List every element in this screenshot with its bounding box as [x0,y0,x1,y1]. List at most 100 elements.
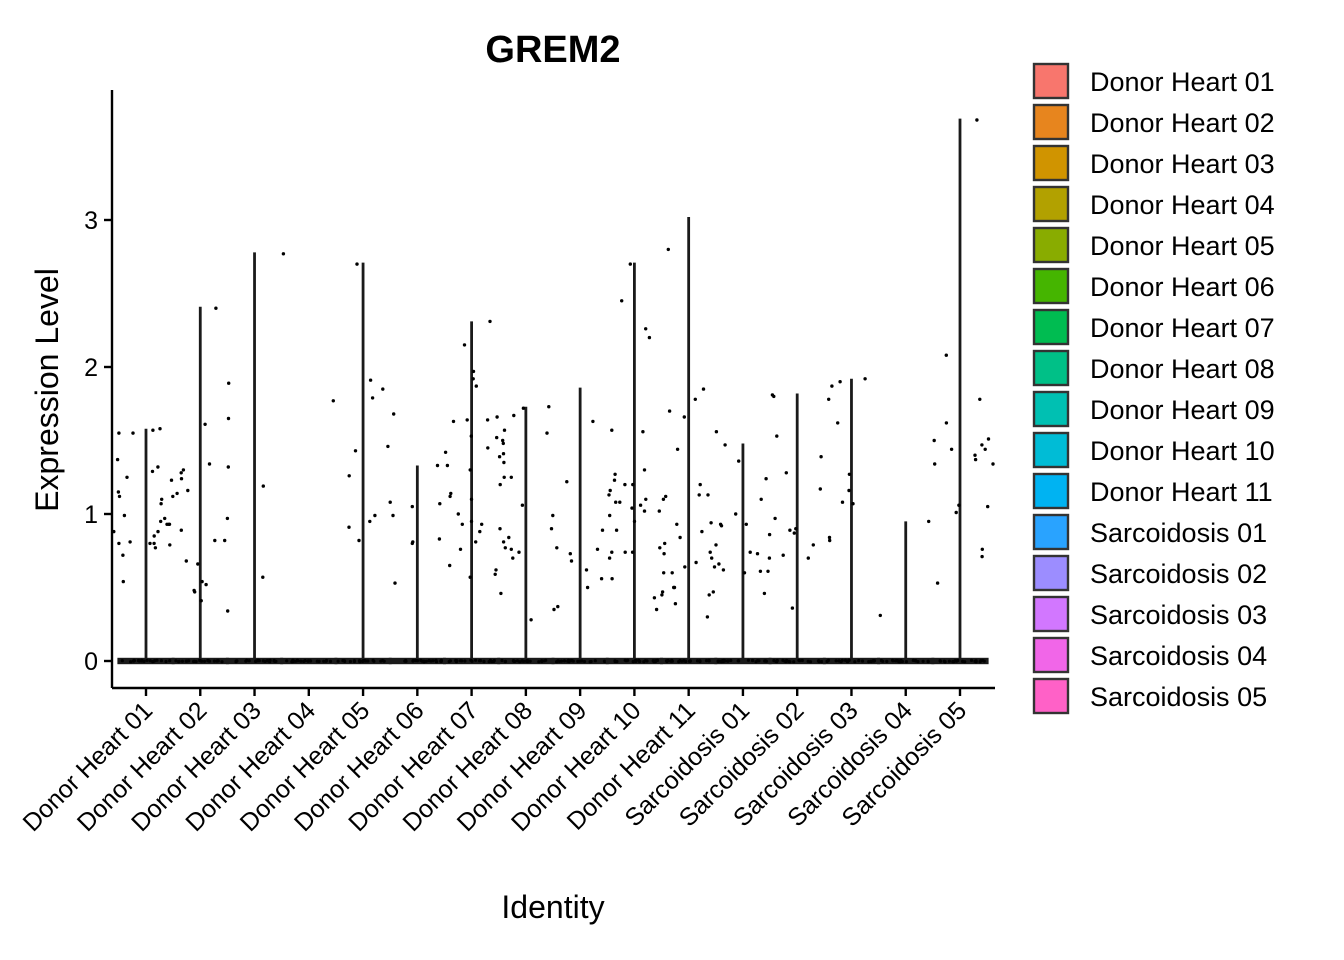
data-point [169,478,174,482]
data-point [511,556,515,560]
zero-point [751,658,755,663]
zero-point [518,660,522,664]
zero-point [655,658,660,663]
data-point [610,577,614,581]
zero-point [145,658,149,663]
data-point [591,419,595,424]
data-point [818,487,822,491]
chart-title: GREM2 [485,29,620,71]
y-tick-label: 2 [84,354,98,382]
data-point [196,562,200,566]
zero-point [164,659,168,664]
legend-swatch [1032,431,1070,469]
data-point [721,568,726,572]
zero-point [562,659,567,663]
data-point [226,416,231,421]
data-point [391,513,395,518]
data-point [200,579,204,584]
data-point [610,428,614,432]
data-point [121,579,126,584]
zero-point [626,658,630,662]
legend-label: Donor Heart 01 [1090,67,1275,97]
data-point [181,468,186,472]
zero-point [938,659,942,663]
data-point [758,569,763,573]
data-point [706,493,710,497]
zero-point [212,659,216,663]
data-point [520,503,525,507]
y-tick-label: 0 [84,648,98,676]
zero-point [306,659,310,663]
zero-point [244,659,248,663]
data-point [488,319,492,324]
data-point [788,528,792,532]
data-point [663,541,667,546]
data-point [840,500,845,504]
data-point [660,590,665,594]
data-point [368,378,373,382]
zero-point [256,659,260,663]
legend-item-3: Donor Heart 03 [1032,144,1275,182]
data-point [595,547,600,551]
zero-point [352,659,356,663]
data-point [644,327,648,331]
data-point [927,519,931,524]
data-point [167,522,172,526]
data-point [503,546,507,550]
data-point [654,607,659,612]
data-point [781,553,785,557]
data-point [667,409,672,413]
data-point [226,609,230,613]
zero-point [247,659,251,663]
zero-point [687,659,692,663]
legend-swatch [1032,308,1070,346]
zero-point [570,658,574,663]
data-point [600,528,605,532]
legend-item-4: Donor Heart 04 [1032,185,1275,223]
data-point [767,556,772,560]
zero-point [540,659,544,664]
data-point [565,480,569,484]
zero-point [643,659,648,663]
zero-point [431,659,435,663]
data-point [954,510,958,515]
zero-point [358,660,362,664]
zero-point [707,658,711,663]
zero-point [503,660,507,664]
data-point [163,516,167,521]
data-point [179,471,183,475]
zero-point [322,659,326,663]
data-point [381,387,385,391]
data-point [568,552,572,556]
data-point [708,550,712,554]
zero-point [857,659,861,663]
data-point [393,581,397,585]
zero-point [235,659,239,663]
data-point [117,494,122,499]
data-point [983,447,987,451]
legend-label: Sarcoidosis 04 [1090,641,1267,671]
data-point [150,469,155,474]
data-point [158,427,162,431]
zero-point [885,659,889,664]
zero-point [914,659,918,663]
data-point [623,550,627,554]
data-point [179,477,184,481]
data-point [933,462,937,466]
zero-point [478,659,483,663]
data-point [435,463,440,468]
data-point [737,459,741,463]
zero-point [556,659,560,663]
data-point [485,418,490,422]
zero-point [682,659,686,663]
violin-group-5 [331,262,396,665]
data-point [794,527,798,531]
data-point [495,435,499,440]
violin-group-6 [388,463,446,665]
zero-point [860,659,865,663]
zero-point [726,659,730,663]
data-point [469,519,474,524]
data-point [207,462,212,466]
legend-label: Donor Heart 09 [1090,395,1275,425]
data-point [827,535,832,540]
